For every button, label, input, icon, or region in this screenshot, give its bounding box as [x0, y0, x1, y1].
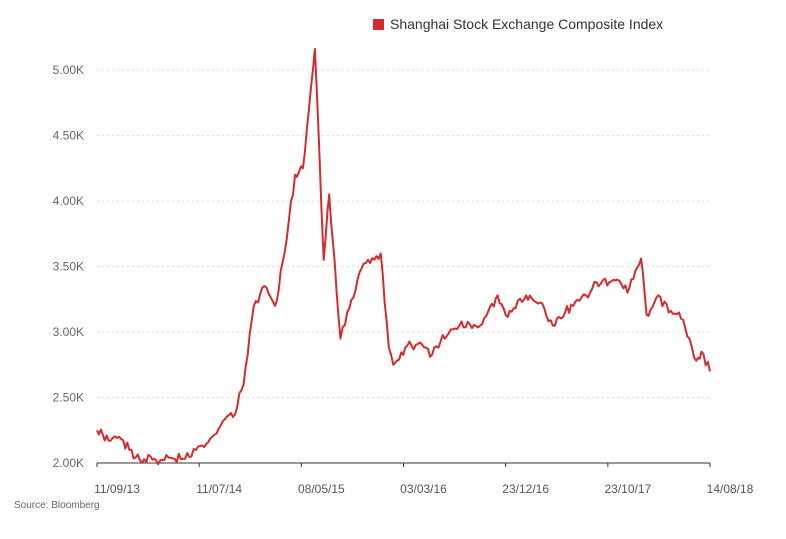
x-tick-label: 23/10/17: [604, 482, 651, 496]
x-tick-label: 23/12/16: [502, 482, 549, 496]
y-tick-label: 2.00K: [53, 456, 84, 470]
series-lines: [96, 48, 711, 466]
y-tick-label: 2.50K: [53, 391, 84, 405]
source-note: Source: Bloomberg: [14, 500, 100, 511]
x-tick-label: 08/05/15: [298, 482, 345, 496]
y-tick-label: 4.50K: [53, 129, 84, 143]
y-tick-label: 5.00K: [53, 63, 84, 77]
y-axis-ticks: 2.00K 2.50K 3.00K 3.50K 4.00K 4.50K 5.00K: [53, 63, 84, 470]
y-tick-label: 3.00K: [53, 325, 84, 339]
y-tick-label: 3.50K: [53, 260, 84, 274]
legend-label: Shanghai Stock Exchange Composite Index: [390, 16, 663, 32]
series-line: [96, 48, 711, 466]
x-tick-label: 03/03/16: [400, 482, 447, 496]
x-tick-label: 11/07/14: [196, 482, 242, 496]
x-axis-ticks: 11/09/13 11/07/14 08/05/15 03/03/16 23/12/16…: [94, 463, 754, 496]
y-tick-label: 4.00K: [53, 194, 84, 208]
gridlines: [97, 69, 710, 398]
x-tick-label: 11/09/13: [94, 482, 140, 496]
legend-swatch: [373, 19, 384, 30]
legend: Shanghai Stock Exchange Composite Index: [373, 16, 663, 32]
x-tick-label: 14/08/18: [707, 482, 754, 496]
